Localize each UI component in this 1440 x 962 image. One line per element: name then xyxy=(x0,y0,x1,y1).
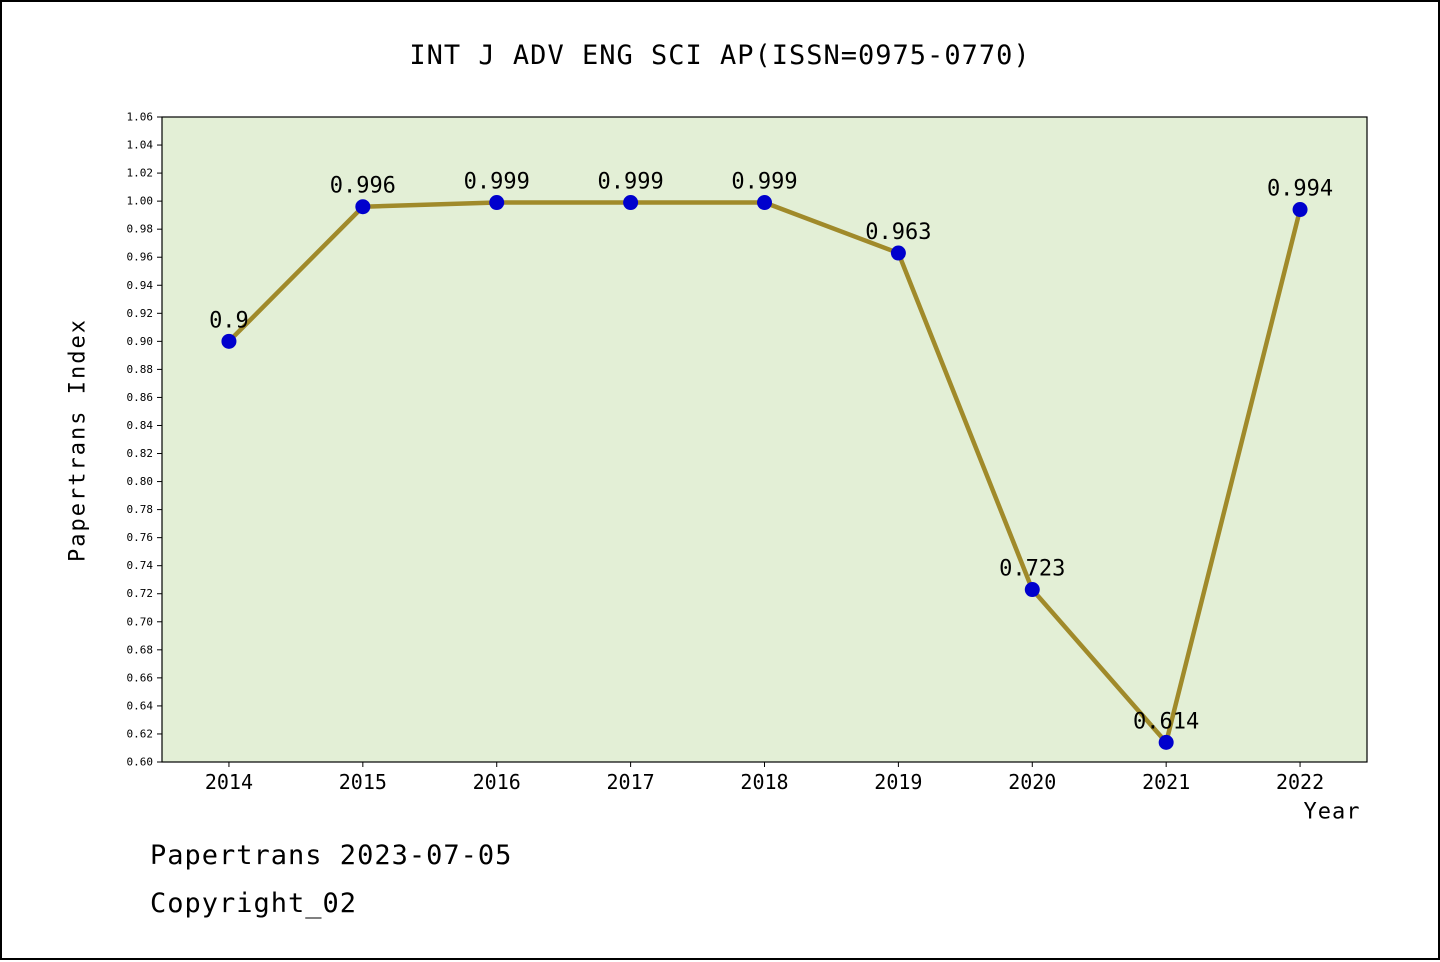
data-point xyxy=(623,195,639,211)
data-point xyxy=(757,195,772,211)
x-tick-label: 2020 xyxy=(1008,770,1056,794)
y-tick-label: 0.62 xyxy=(127,727,154,740)
data-point-label: 0.9 xyxy=(209,308,249,333)
y-tick-label: 0.86 xyxy=(127,391,154,404)
data-point-label: 0.614 xyxy=(1133,709,1199,734)
x-tick-label: 2015 xyxy=(339,770,387,794)
y-tick-label: 1.04 xyxy=(127,139,154,152)
plot-area xyxy=(161,116,1368,763)
data-point-label: 0.996 xyxy=(330,174,396,199)
y-tick-label: 0.78 xyxy=(127,503,154,516)
y-tick-label: 0.82 xyxy=(127,447,154,460)
data-point-label: 0.999 xyxy=(597,170,663,195)
y-tick-label: 0.74 xyxy=(127,559,154,572)
x-tick-label: 2014 xyxy=(205,770,253,794)
data-point xyxy=(890,245,906,261)
data-point-label: 0.963 xyxy=(865,220,931,245)
data-point xyxy=(1024,582,1040,598)
y-tick-label: 0.76 xyxy=(127,531,154,544)
y-tick-label: 1.06 xyxy=(127,111,154,124)
y-tick-label: 0.66 xyxy=(127,671,154,684)
y-tick-label: 0.96 xyxy=(127,251,154,264)
data-point xyxy=(355,199,371,215)
x-tick-label: 2019 xyxy=(874,770,922,794)
y-tick-label: 0.70 xyxy=(127,615,154,628)
data-point xyxy=(1292,202,1308,218)
y-tick-label: 0.60 xyxy=(127,756,154,769)
y-tick-label: 0.84 xyxy=(127,419,154,432)
chart-title: INT J ADV ENG SCI AP(ISSN=0975-0770) xyxy=(409,40,1031,71)
y-tick-label: 0.64 xyxy=(127,699,154,712)
y-tick-label: 0.90 xyxy=(127,335,154,348)
footer-copyright: Copyright_02 xyxy=(150,888,358,919)
x-axis-label: Year xyxy=(1303,799,1361,825)
y-tick-label: 0.72 xyxy=(127,587,154,600)
y-tick-label: 0.98 xyxy=(127,223,154,236)
data-point xyxy=(489,195,505,211)
y-tick-label: 1.02 xyxy=(127,167,154,180)
y-axis-label: Papertrans Index xyxy=(65,318,91,562)
y-tick-label: 0.94 xyxy=(127,279,154,292)
data-point-label: 0.994 xyxy=(1267,177,1333,202)
data-point-label: 0.723 xyxy=(999,557,1065,582)
y-tick-label: 1.00 xyxy=(127,195,154,208)
x-tick-label: 2018 xyxy=(740,770,788,794)
footer-date: Papertrans 2023-07-05 xyxy=(150,840,513,871)
y-tick-label: 0.92 xyxy=(127,307,154,320)
y-tick-label: 0.88 xyxy=(127,363,154,376)
x-tick-label: 2022 xyxy=(1276,770,1324,794)
x-tick-label: 2017 xyxy=(607,770,655,794)
data-point xyxy=(221,333,237,349)
data-point-label: 0.999 xyxy=(731,170,797,195)
y-tick-label: 0.80 xyxy=(127,475,154,488)
y-tick-label: 0.68 xyxy=(127,643,154,656)
x-tick-label: 2021 xyxy=(1142,770,1190,794)
data-point xyxy=(1158,734,1174,750)
x-tick-label: 2016 xyxy=(473,770,521,794)
data-point-label: 0.999 xyxy=(464,170,530,195)
